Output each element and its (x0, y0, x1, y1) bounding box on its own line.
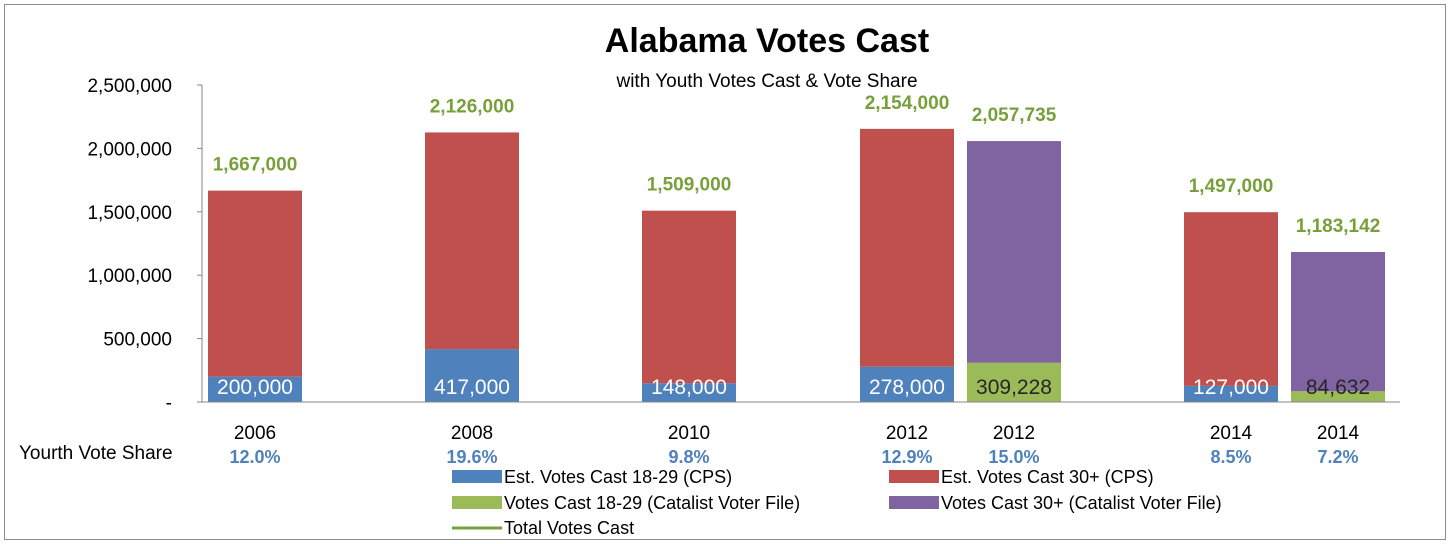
youth-share-value: 12.0% (229, 447, 280, 467)
bar-segment (642, 383, 736, 402)
bar-bottom-label: 84,632 (1306, 376, 1370, 399)
total-label: 1,509,000 (647, 175, 732, 196)
bar-bottom-label: 278,000 (869, 376, 945, 399)
total-label: 1,497,000 (1189, 176, 1274, 197)
bars: 200,000 1,667,000 417,000 2,126,000 148,000 1… (208, 93, 1385, 402)
y-tick-label: 2,000,000 (87, 139, 172, 160)
youth-share-value: 7.2% (1317, 447, 1358, 467)
legend-label: Est. Votes Cast 30+ (CPS) (941, 467, 1154, 487)
x-tick-label: 2012 (886, 423, 928, 444)
legend-label: Total Votes Cast (504, 518, 634, 538)
total-label: 2,126,000 (430, 96, 515, 117)
chart-frame: Alabama Votes Cast with Youth Votes Cast… (4, 4, 1446, 540)
bar-segment (425, 349, 519, 402)
x-tick-label: 2008 (451, 423, 493, 444)
bar-segment (860, 366, 954, 402)
bar-bottom-label: 148,000 (651, 376, 727, 399)
y-tick-label: 500,000 (103, 330, 172, 351)
y-axis: - 500,000 1,000,000 1,500,000 2,000,000 2,500… (87, 76, 203, 414)
legend-swatch (889, 470, 939, 483)
bar-segment (860, 128, 954, 367)
chart: Alabama Votes Cast with Youth Votes Cast… (19, 22, 1400, 538)
bar-bottom-label: 417,000 (434, 376, 510, 399)
x-axis: 2006 2008 2010 2012 2012 2014 2014 (202, 401, 1400, 444)
bar-bottom-label: 200,000 (217, 376, 293, 399)
bar-bottom-label: 309,228 (976, 376, 1052, 399)
legend-swatch (452, 496, 502, 509)
youth-share-value: 9.8% (668, 447, 709, 467)
y-tick-label: 2,500,000 (87, 76, 172, 97)
youth-share-title: Yourth Vote Share (19, 443, 173, 464)
x-tick-label: 2014 (1317, 423, 1360, 444)
legend-label: Votes Cast 18-29 (Catalist Voter File) (504, 493, 800, 513)
youth-share-value: 15.0% (988, 447, 1039, 467)
total-label: 1,667,000 (213, 155, 298, 176)
x-tick-label: 2012 (993, 423, 1035, 444)
legend-label: Votes Cast 30+ (Catalist Voter File) (941, 493, 1222, 513)
legend: Est. Votes Cast 18-29 (CPS) Est. Votes Ca… (452, 467, 1222, 538)
total-label: 2,154,000 (865, 93, 950, 114)
chart-title: Alabama Votes Cast (605, 22, 929, 60)
youth-share-value: 19.6% (446, 447, 497, 467)
bar-segment (1184, 385, 1278, 402)
y-tick-label: 1,000,000 (87, 266, 172, 287)
youth-share-value: 12.9% (881, 447, 932, 467)
bar-segment (642, 210, 736, 384)
legend-swatch (452, 470, 502, 483)
bar-bottom-label: 127,000 (1193, 376, 1269, 399)
bar-segment (208, 376, 302, 402)
legend-label: Est. Votes Cast 18-29 (CPS) (504, 467, 732, 487)
bar-segment (425, 132, 519, 350)
x-tick-label: 2014 (1210, 423, 1253, 444)
y-tick-label: 1,500,000 (87, 203, 172, 224)
total-label: 2,057,735 (972, 105, 1057, 126)
bar-segment (1184, 212, 1278, 386)
x-tick-label: 2010 (668, 423, 710, 444)
legend-swatch (889, 496, 939, 509)
bar-segment (967, 141, 1061, 363)
chart-subtitle: with Youth Votes Cast & Vote Share (615, 71, 917, 92)
youth-shares: 12.0% 19.6% 9.8% 12.9% 15.0% 8.5% 7.2% (229, 447, 1358, 467)
x-tick-label: 2006 (234, 423, 276, 444)
bar-segment (208, 190, 302, 377)
total-label: 1,183,142 (1296, 216, 1381, 237)
youth-share-value: 8.5% (1210, 447, 1251, 467)
bar-segment (1291, 391, 1385, 402)
bar-segment (1291, 251, 1385, 392)
bar-segment (967, 362, 1061, 402)
y-tick-label: - (166, 393, 172, 414)
